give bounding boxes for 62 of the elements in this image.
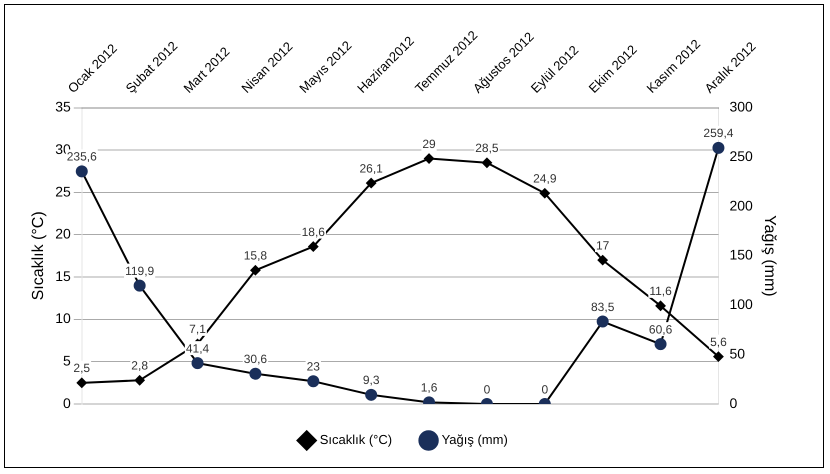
y2-tick-label: 100 [729,296,754,312]
data-label: 259,4 [703,126,734,140]
point [713,352,724,362]
legend-label: Yağış (mm) [442,432,508,448]
y-tick-label: 35 [55,98,71,115]
point [598,255,608,266]
y-tick-label: 5 [62,352,71,369]
point [76,165,88,178]
point [307,375,320,388]
point [134,280,146,292]
data-label: 29 [422,136,436,151]
y-tick-label: 20 [55,226,71,242]
data-label: 235,6 [66,150,98,164]
data-label: 0 [541,382,548,396]
y2-tick-label: 0 [729,394,738,411]
data-label: 28,5 [475,141,499,156]
point [308,242,318,252]
y-tick-label: 25 [55,183,71,200]
y-tick-label: 15 [55,268,71,284]
y2-axis-title: Yağış (mm) [760,215,778,297]
data-label: 2,8 [131,358,148,373]
point [654,338,667,350]
data-label: 24,9 [533,172,557,186]
y2-tick-label: 250 [729,148,754,164]
data-label: 23 [306,360,320,374]
point [365,388,378,401]
data-label: 7,1 [189,322,206,336]
data-label: 2,5 [73,361,90,376]
data-label: 60,6 [648,322,673,336]
point [134,375,145,386]
data-label: 30,6 [244,352,268,366]
point [424,154,434,164]
point [192,357,204,370]
data-label: 5,6 [710,334,728,349]
point [596,316,609,328]
point [656,300,666,311]
point [76,378,87,388]
data-label: 41,4 [186,341,210,356]
data-label: 26,1 [359,161,384,176]
point [250,265,260,276]
data-label: 18,6 [302,224,326,239]
point [482,158,492,168]
legend-label: Sıcaklık (°C) [320,432,392,448]
data-label: 1,6 [420,380,438,395]
data-label: 17 [596,238,610,252]
point [366,178,376,188]
y2-tick-label: 50 [729,345,746,362]
point [540,188,550,198]
y-tick-label: 10 [55,310,71,326]
data-label: 9,3 [362,373,380,388]
data-label: 15,8 [244,248,268,263]
y2-tick-label: 200 [729,197,754,214]
point [712,142,724,154]
point [249,368,262,380]
data-label: 119,9 [125,264,155,278]
data-label: 11,6 [649,284,672,298]
y2-tick-label: 150 [729,246,754,263]
y2-tick-label: 300 [729,98,754,115]
y-axis-title: Sıcaklık (°C) [30,211,48,300]
y-tick-label: 0 [62,394,71,411]
data-label: 0 [484,382,491,396]
data-label: 83,5 [591,300,615,314]
